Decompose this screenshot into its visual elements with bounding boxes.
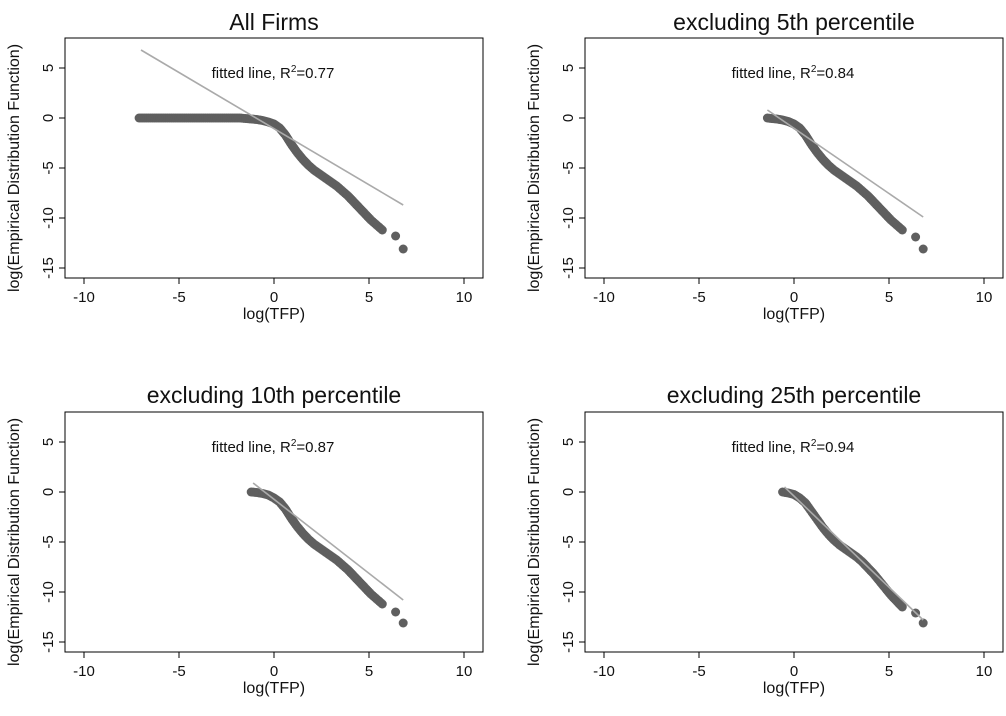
fit-annotation: fitted line, R2=0.84 bbox=[732, 64, 855, 82]
y-axis-label: log(Empirical Distribution Function) bbox=[526, 44, 543, 292]
y-tick-label: 0 bbox=[560, 114, 577, 122]
y-tick-label: -15 bbox=[560, 631, 577, 653]
chart-title: excluding 10th percentile bbox=[147, 382, 401, 408]
x-tick-label: 0 bbox=[270, 289, 278, 306]
y-tick-label: 5 bbox=[560, 64, 577, 72]
x-tick-label: -5 bbox=[172, 289, 185, 306]
y-tick-label: -15 bbox=[560, 257, 577, 279]
x-tick-label: -10 bbox=[73, 663, 95, 680]
y-tick-label: -5 bbox=[40, 161, 57, 174]
x-axis-label: log(TFP) bbox=[243, 680, 305, 697]
x-tick-label: 5 bbox=[885, 289, 893, 306]
y-tick-label: -5 bbox=[560, 161, 577, 174]
y-tick-label: -10 bbox=[560, 207, 577, 229]
y-tick-label: 0 bbox=[40, 114, 57, 122]
scatter-points bbox=[778, 488, 928, 628]
scatter-points bbox=[763, 114, 928, 254]
x-tick-label: -10 bbox=[593, 289, 615, 306]
fitted-line bbox=[785, 487, 924, 620]
chart-panel-1: All Firms -10 -5 0 5 10 5 0 -5 -10 -15 log(TFP) log(… bbox=[6, 9, 483, 323]
fit-annotation-prefix: fitted line, R bbox=[732, 439, 811, 456]
x-tick-label: -10 bbox=[73, 289, 95, 306]
y-tick-label: 5 bbox=[560, 438, 577, 446]
chart-title: excluding 5th percentile bbox=[673, 9, 915, 35]
chart-panel-2: excluding 5th percentile -10 -5 0 5 10 5 0 -5 -10… bbox=[526, 9, 1003, 323]
x-axis-label: log(TFP) bbox=[763, 680, 825, 697]
y-tick-label: 0 bbox=[40, 488, 57, 496]
x-tick-label: -5 bbox=[172, 663, 185, 680]
x-axis-label: log(TFP) bbox=[243, 306, 305, 323]
x-tick-label: -10 bbox=[593, 663, 615, 680]
x-axis-label: log(TFP) bbox=[763, 306, 825, 323]
fit-annotation: fitted line, R2=0.94 bbox=[732, 438, 855, 456]
x-tick-label: 10 bbox=[976, 289, 993, 306]
fit-annotation-value: =0.77 bbox=[296, 65, 334, 82]
fit-annotation: fitted line, R2=0.87 bbox=[212, 438, 335, 456]
y-tick-label: -10 bbox=[560, 581, 577, 603]
x-tick-label: 5 bbox=[885, 663, 893, 680]
x-tick-label: 0 bbox=[790, 663, 798, 680]
data-point bbox=[378, 226, 387, 235]
y-tick-label: -15 bbox=[40, 631, 57, 653]
scatter-points bbox=[247, 488, 408, 628]
data-point bbox=[399, 619, 408, 628]
fit-annotation-prefix: fitted line, R bbox=[212, 65, 291, 82]
fit-annotation-value: =0.84 bbox=[816, 65, 854, 82]
fit-annotation-prefix: fitted line, R bbox=[732, 65, 811, 82]
fit-annotation-value: =0.94 bbox=[816, 439, 854, 456]
y-tick-label: -5 bbox=[560, 535, 577, 548]
data-point bbox=[391, 232, 400, 241]
chart-title: All Firms bbox=[229, 9, 318, 35]
x-tick-label: -5 bbox=[692, 663, 705, 680]
fitted-line bbox=[253, 483, 403, 600]
y-tick-label: -10 bbox=[40, 207, 57, 229]
fit-annotation-prefix: fitted line, R bbox=[212, 439, 291, 456]
y-axis-label: log(Empirical Distribution Function) bbox=[526, 418, 543, 666]
fit-annotation-value: =0.87 bbox=[296, 439, 334, 456]
x-tick-label: 0 bbox=[270, 663, 278, 680]
y-tick-label: -5 bbox=[40, 535, 57, 548]
fit-annotation: fitted line, R2=0.77 bbox=[212, 64, 335, 82]
x-tick-label: 10 bbox=[976, 663, 993, 680]
fitted-line bbox=[767, 110, 923, 217]
chart-panel-4: excluding 25th percentile -10 -5 0 5 10 5 0 -5 -1… bbox=[526, 382, 1003, 697]
x-tick-label: 0 bbox=[790, 289, 798, 306]
data-point bbox=[898, 226, 907, 235]
data-point bbox=[378, 600, 387, 609]
y-axis-label: log(Empirical Distribution Function) bbox=[6, 418, 23, 666]
x-tick-label: 5 bbox=[365, 663, 373, 680]
chart-title: excluding 25th percentile bbox=[667, 382, 921, 408]
y-axis-label: log(Empirical Distribution Function) bbox=[6, 44, 23, 292]
data-point bbox=[399, 245, 408, 254]
y-tick-label: 0 bbox=[560, 488, 577, 496]
y-tick-label: -15 bbox=[40, 257, 57, 279]
x-tick-label: 10 bbox=[456, 289, 473, 306]
y-tick-label: 5 bbox=[40, 438, 57, 446]
y-tick-label: -10 bbox=[40, 581, 57, 603]
x-tick-label: 10 bbox=[456, 663, 473, 680]
chart-panel-3: excluding 10th percentile -10 -5 0 5 10 5 0 -5 -1… bbox=[6, 382, 483, 697]
y-tick-label: 5 bbox=[40, 64, 57, 72]
data-point bbox=[391, 608, 400, 617]
x-tick-label: -5 bbox=[692, 289, 705, 306]
data-point bbox=[919, 245, 928, 254]
x-tick-label: 5 bbox=[365, 289, 373, 306]
data-point bbox=[911, 233, 920, 242]
